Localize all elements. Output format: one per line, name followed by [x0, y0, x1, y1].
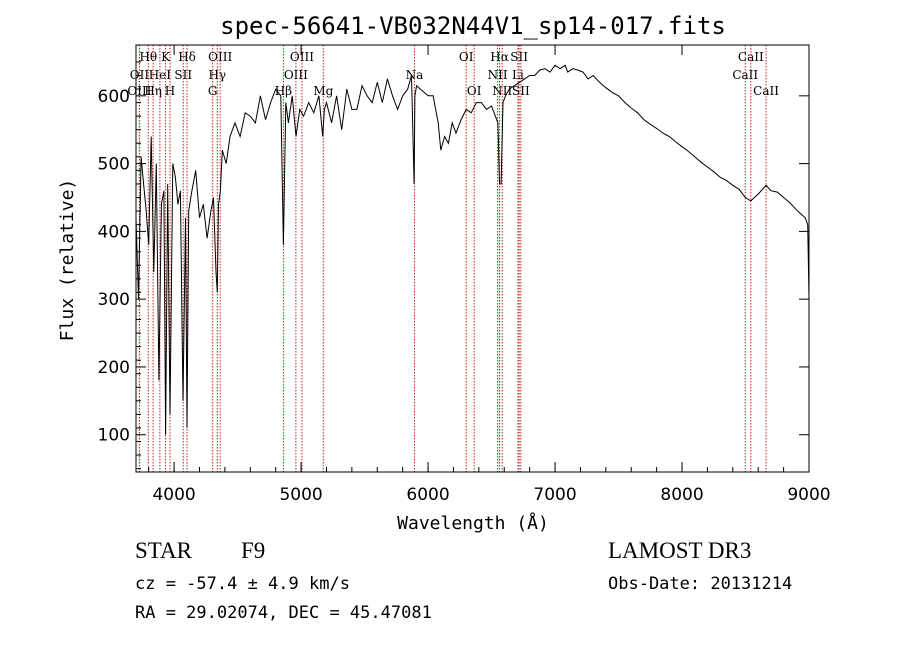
line-marker-label: Hβ — [275, 84, 292, 98]
line-marker-label: CaII — [738, 50, 764, 64]
x-tick-label: 4000 — [152, 485, 195, 505]
y-tick-label: 100 — [98, 426, 130, 446]
chart-title: spec-56641-VB032N44V1_sp14-017.fits — [220, 12, 726, 40]
line-marker-label: K — [161, 50, 171, 64]
line-marker-label: NII — [488, 68, 508, 82]
y-tick-label: 300 — [98, 290, 130, 310]
y-axis: 100 200 300 400 500 600 — [98, 61, 809, 470]
plot-frame — [135, 44, 810, 473]
line-marker-label: Na — [406, 68, 424, 82]
line-marker-label: OIII — [127, 84, 151, 98]
line-marker-label: Hδ — [178, 50, 196, 64]
line-marker-label: Hα — [490, 50, 509, 64]
x-axis-label: Wavelength (Å) — [397, 512, 549, 534]
line-marker-label: OI — [459, 50, 474, 64]
x-tick-label: 7000 — [533, 485, 576, 505]
line-marker-label: Hγ — [208, 68, 226, 82]
object-class: STAR — [135, 538, 192, 563]
x-tick-label: 8000 — [660, 485, 703, 505]
line-marker-label: G — [208, 84, 218, 98]
sky-coordinates: RA = 29.02074, DEC = 45.47081 — [135, 603, 432, 623]
line-marker-label: Hθ — [139, 50, 157, 64]
observation-date: Obs-Date: 20131214 — [608, 574, 793, 594]
line-marker-label: CaII — [732, 68, 758, 82]
survey-name: LAMOST DR3 — [608, 538, 752, 563]
y-tick-label: 600 — [98, 87, 130, 107]
line-marker-label: SII — [174, 68, 192, 82]
line-marker-label: OIII — [290, 50, 314, 64]
line-marker-label: Hη — [144, 84, 162, 98]
y-tick-label: 200 — [98, 358, 130, 378]
line-marker-label: Mg — [313, 84, 333, 98]
line-markers — [138, 45, 767, 472]
line-marker-label: SII — [510, 50, 528, 64]
y-tick-label: 500 — [98, 155, 130, 175]
y-axis-label: Flux (relative) — [57, 179, 78, 342]
line-marker-label: Li — [512, 68, 524, 82]
line-marker-label: CaII — [753, 84, 779, 98]
spectrum-line — [135, 64, 810, 435]
x-axis: 4000 5000 6000 7000 8000 9000 — [148, 45, 831, 505]
line-marker-label: OI — [467, 84, 482, 98]
x-tick-label: 5000 — [279, 485, 322, 505]
x-tick-label: 6000 — [406, 485, 449, 505]
line-marker-label: OIII — [208, 50, 232, 64]
redshift-velocity: cz = -57.4 ± 4.9 km/s — [135, 574, 350, 594]
line-marker-label: NII — [492, 84, 512, 98]
line-marker-label: OIII — [284, 68, 308, 82]
line-marker-label: HeI — [149, 68, 172, 82]
x-tick-label: 9000 — [787, 485, 830, 505]
object-subclass: F9 — [241, 538, 266, 563]
y-tick-label: 400 — [98, 222, 130, 242]
line-marker-label: SII — [512, 84, 530, 98]
line-marker-label: H — [165, 84, 175, 98]
